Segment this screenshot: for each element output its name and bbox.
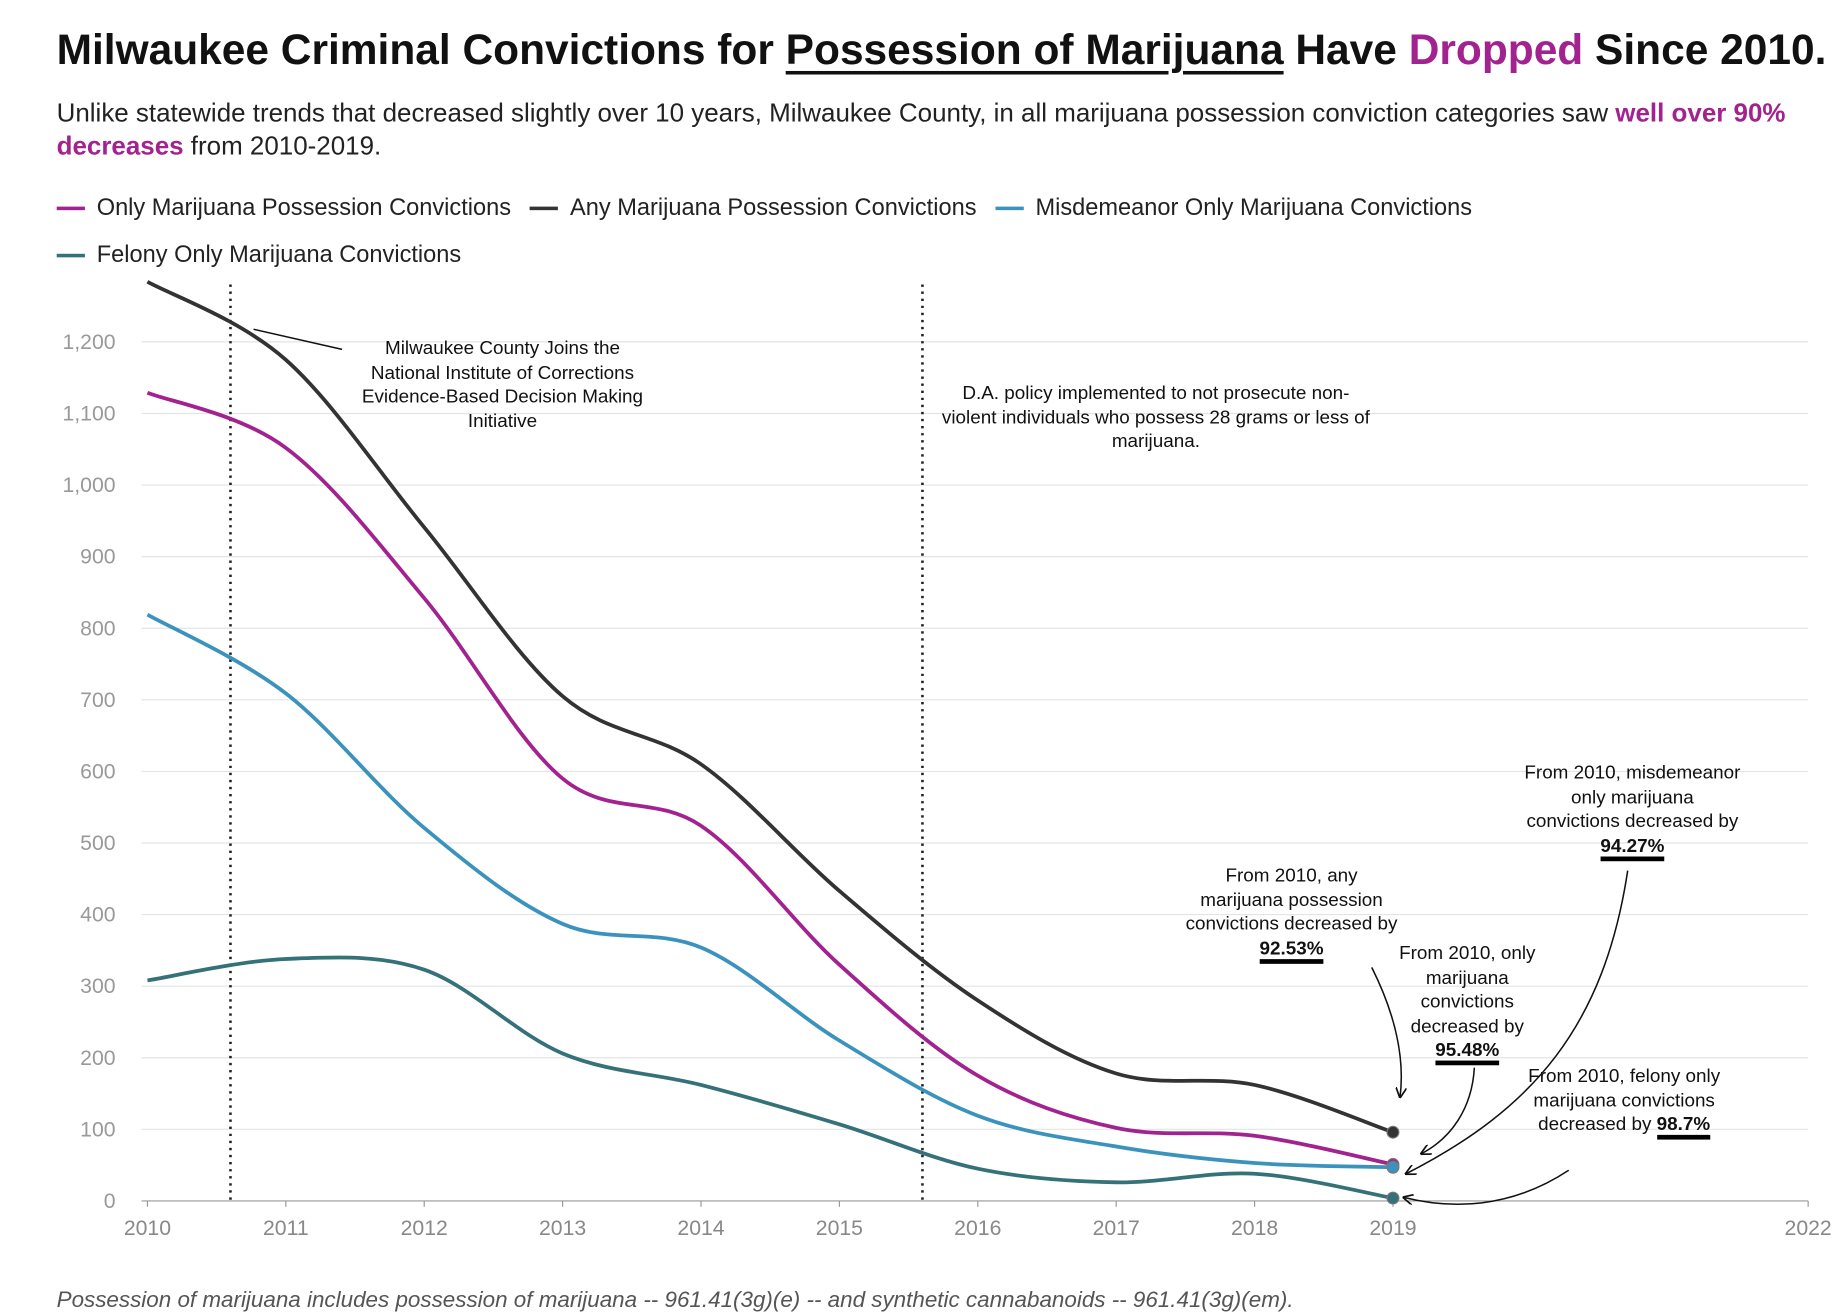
x-tick-label: 2017 xyxy=(1093,1217,1140,1240)
legend-box: Only Marijuana Possession Convictions Any… xyxy=(56,192,1543,271)
footnote: Possession of marijuana includes possess… xyxy=(57,1288,1708,1312)
y-tick-label: 800 xyxy=(80,617,115,640)
y-tick-label: 1,100 xyxy=(62,403,115,426)
annotation: From 2010, misdemeanor only marijuana co… xyxy=(1524,762,1741,861)
x-tick-label: 2018 xyxy=(1231,1217,1278,1240)
annotation-highlight: 92.53% xyxy=(1259,938,1324,964)
annotation-highlight: 94.27% xyxy=(1600,835,1665,861)
lines xyxy=(146,280,1400,1205)
series-line xyxy=(146,612,1394,1170)
connector xyxy=(253,328,343,351)
legend-label: Only Marijuana Possession Convictions xyxy=(96,194,512,221)
title-part: Since 2010. xyxy=(1583,24,1826,74)
legend-item: Only Marijuana Possession Convictions xyxy=(56,192,512,223)
x-tick-label: 2015 xyxy=(816,1217,863,1240)
annotation-highlight: 95.48% xyxy=(1435,1040,1500,1066)
x-tick-label: 2019 xyxy=(1369,1217,1416,1240)
x-tick-label: 2013 xyxy=(539,1217,586,1240)
annotation-box: From 2010, only marijuana convictions de… xyxy=(1387,943,1547,1066)
annotation-box: From 2010, misdemeanor only marijuana co… xyxy=(1524,762,1741,861)
annotation: Milwaukee County Joins the National Inst… xyxy=(349,338,656,435)
x-tick-label: 2014 xyxy=(677,1217,724,1240)
grid: 0 100 200 300 400 500 600 700 800 900 1,000 1,100 1,… xyxy=(62,284,1832,1240)
annotation-highlight: 98.7% xyxy=(1656,1114,1711,1140)
x-tick-label: 2012 xyxy=(401,1217,448,1240)
series-line xyxy=(147,955,1394,1200)
title-part: Have xyxy=(1283,24,1409,74)
title-box: Milwaukee Criminal Convictions for Posse… xyxy=(57,24,1826,76)
annotation: From 2010, any marijuana possession conv… xyxy=(1183,865,1400,964)
legend-label: Felony Only Marijuana Convictions xyxy=(96,241,462,268)
x-tick-label: 2022 xyxy=(1785,1217,1832,1240)
y-tick-label: 200 xyxy=(80,1047,115,1070)
series-line xyxy=(146,390,1394,1167)
annotation: From 2010, felony only marijuana convict… xyxy=(1527,1065,1721,1140)
y-tick-label: 900 xyxy=(80,546,115,569)
legend-swatch xyxy=(56,206,85,210)
y-tick-label: 1,200 xyxy=(62,331,115,354)
title: Milwaukee Criminal Convictions for Posse… xyxy=(57,24,1826,76)
annotation-text: From 2010, misdemeanor only marijuana co… xyxy=(1524,763,1741,832)
arrow xyxy=(1404,1169,1570,1206)
footnote-text: Possession of marijuana includes possess… xyxy=(56,1288,1294,1312)
title-part: Milwaukee Criminal Convictions for xyxy=(56,24,786,74)
arrow xyxy=(1371,967,1402,1097)
title-part: Dropped xyxy=(1408,24,1584,74)
legend: Only Marijuana Possession Convictions Any… xyxy=(56,192,1543,271)
title-part: Possession of Marijuana xyxy=(785,24,1284,74)
annotation-text: From 2010, felony only marijuana convict… xyxy=(1528,1066,1721,1135)
legend-item: Any Marijuana Possession Convictions xyxy=(529,192,977,223)
end-point xyxy=(1386,1160,1400,1174)
annotation-text: From 2010, any marijuana possession conv… xyxy=(1185,865,1398,935)
arrow xyxy=(1421,1067,1476,1154)
legend-label: Any Marijuana Possession Convictions xyxy=(570,194,977,221)
y-tick-label: 1,000 xyxy=(62,474,115,497)
x-tick-label: 2010 xyxy=(124,1217,171,1240)
annotation-text: From 2010, only marijuana convictions de… xyxy=(1399,943,1536,1037)
end-point xyxy=(1386,1125,1400,1139)
legend-swatch xyxy=(995,206,1024,210)
annotation: From 2010, only marijuana convictions de… xyxy=(1387,943,1547,1066)
y-tick-label: 100 xyxy=(80,1118,115,1141)
subtitle-part: from 2010-2019. xyxy=(183,131,382,161)
legend-item: Misdemeanor Only Marijuana Convictions xyxy=(995,192,1472,223)
annotation-text: Milwaukee County Joins the National Inst… xyxy=(361,338,644,432)
legend-swatch xyxy=(529,206,559,210)
y-tick-label: 700 xyxy=(80,689,115,712)
y-tick-label: 500 xyxy=(80,832,115,855)
annotation-box: From 2010, any marijuana possession conv… xyxy=(1183,865,1400,964)
y-tick-label: 600 xyxy=(80,760,115,783)
annotation-text: D.A. policy implemented to not prosecute… xyxy=(941,383,1370,452)
subtitle-box: Unlike statewide trends that decreased s… xyxy=(57,97,1803,163)
subtitle-part: well over 90% decreases xyxy=(56,98,1786,161)
footnote-box: Possession of marijuana includes possess… xyxy=(57,1288,1708,1312)
y-tick-label: 300 xyxy=(80,975,115,998)
subtitle: Unlike statewide trends that decreased s… xyxy=(57,97,1803,163)
legend-label: Misdemeanor Only Marijuana Convictions xyxy=(1035,194,1473,221)
y-tick-label: 400 xyxy=(80,904,115,927)
annotation: D.A. policy implemented to not prosecute… xyxy=(941,382,1370,455)
end-point xyxy=(1386,1191,1400,1205)
annotation-box: D.A. policy implemented to not prosecute… xyxy=(941,382,1370,455)
subtitle-part: Unlike statewide trends that decreased s… xyxy=(56,98,1616,128)
arrow xyxy=(1406,870,1629,1174)
annotation-arrows xyxy=(253,328,1629,1206)
annotation-box: Milwaukee County Joins the National Inst… xyxy=(349,338,656,435)
series-line xyxy=(146,280,1394,1134)
x-tick-label: 2016 xyxy=(954,1217,1001,1240)
y-tick-label: 0 xyxy=(104,1190,116,1213)
legend-item: Felony Only Marijuana Convictions xyxy=(56,240,462,271)
x-tick-label: 2011 xyxy=(263,1217,309,1240)
legend-swatch xyxy=(56,253,85,257)
annotation-box: From 2010, felony only marijuana convict… xyxy=(1527,1065,1721,1140)
